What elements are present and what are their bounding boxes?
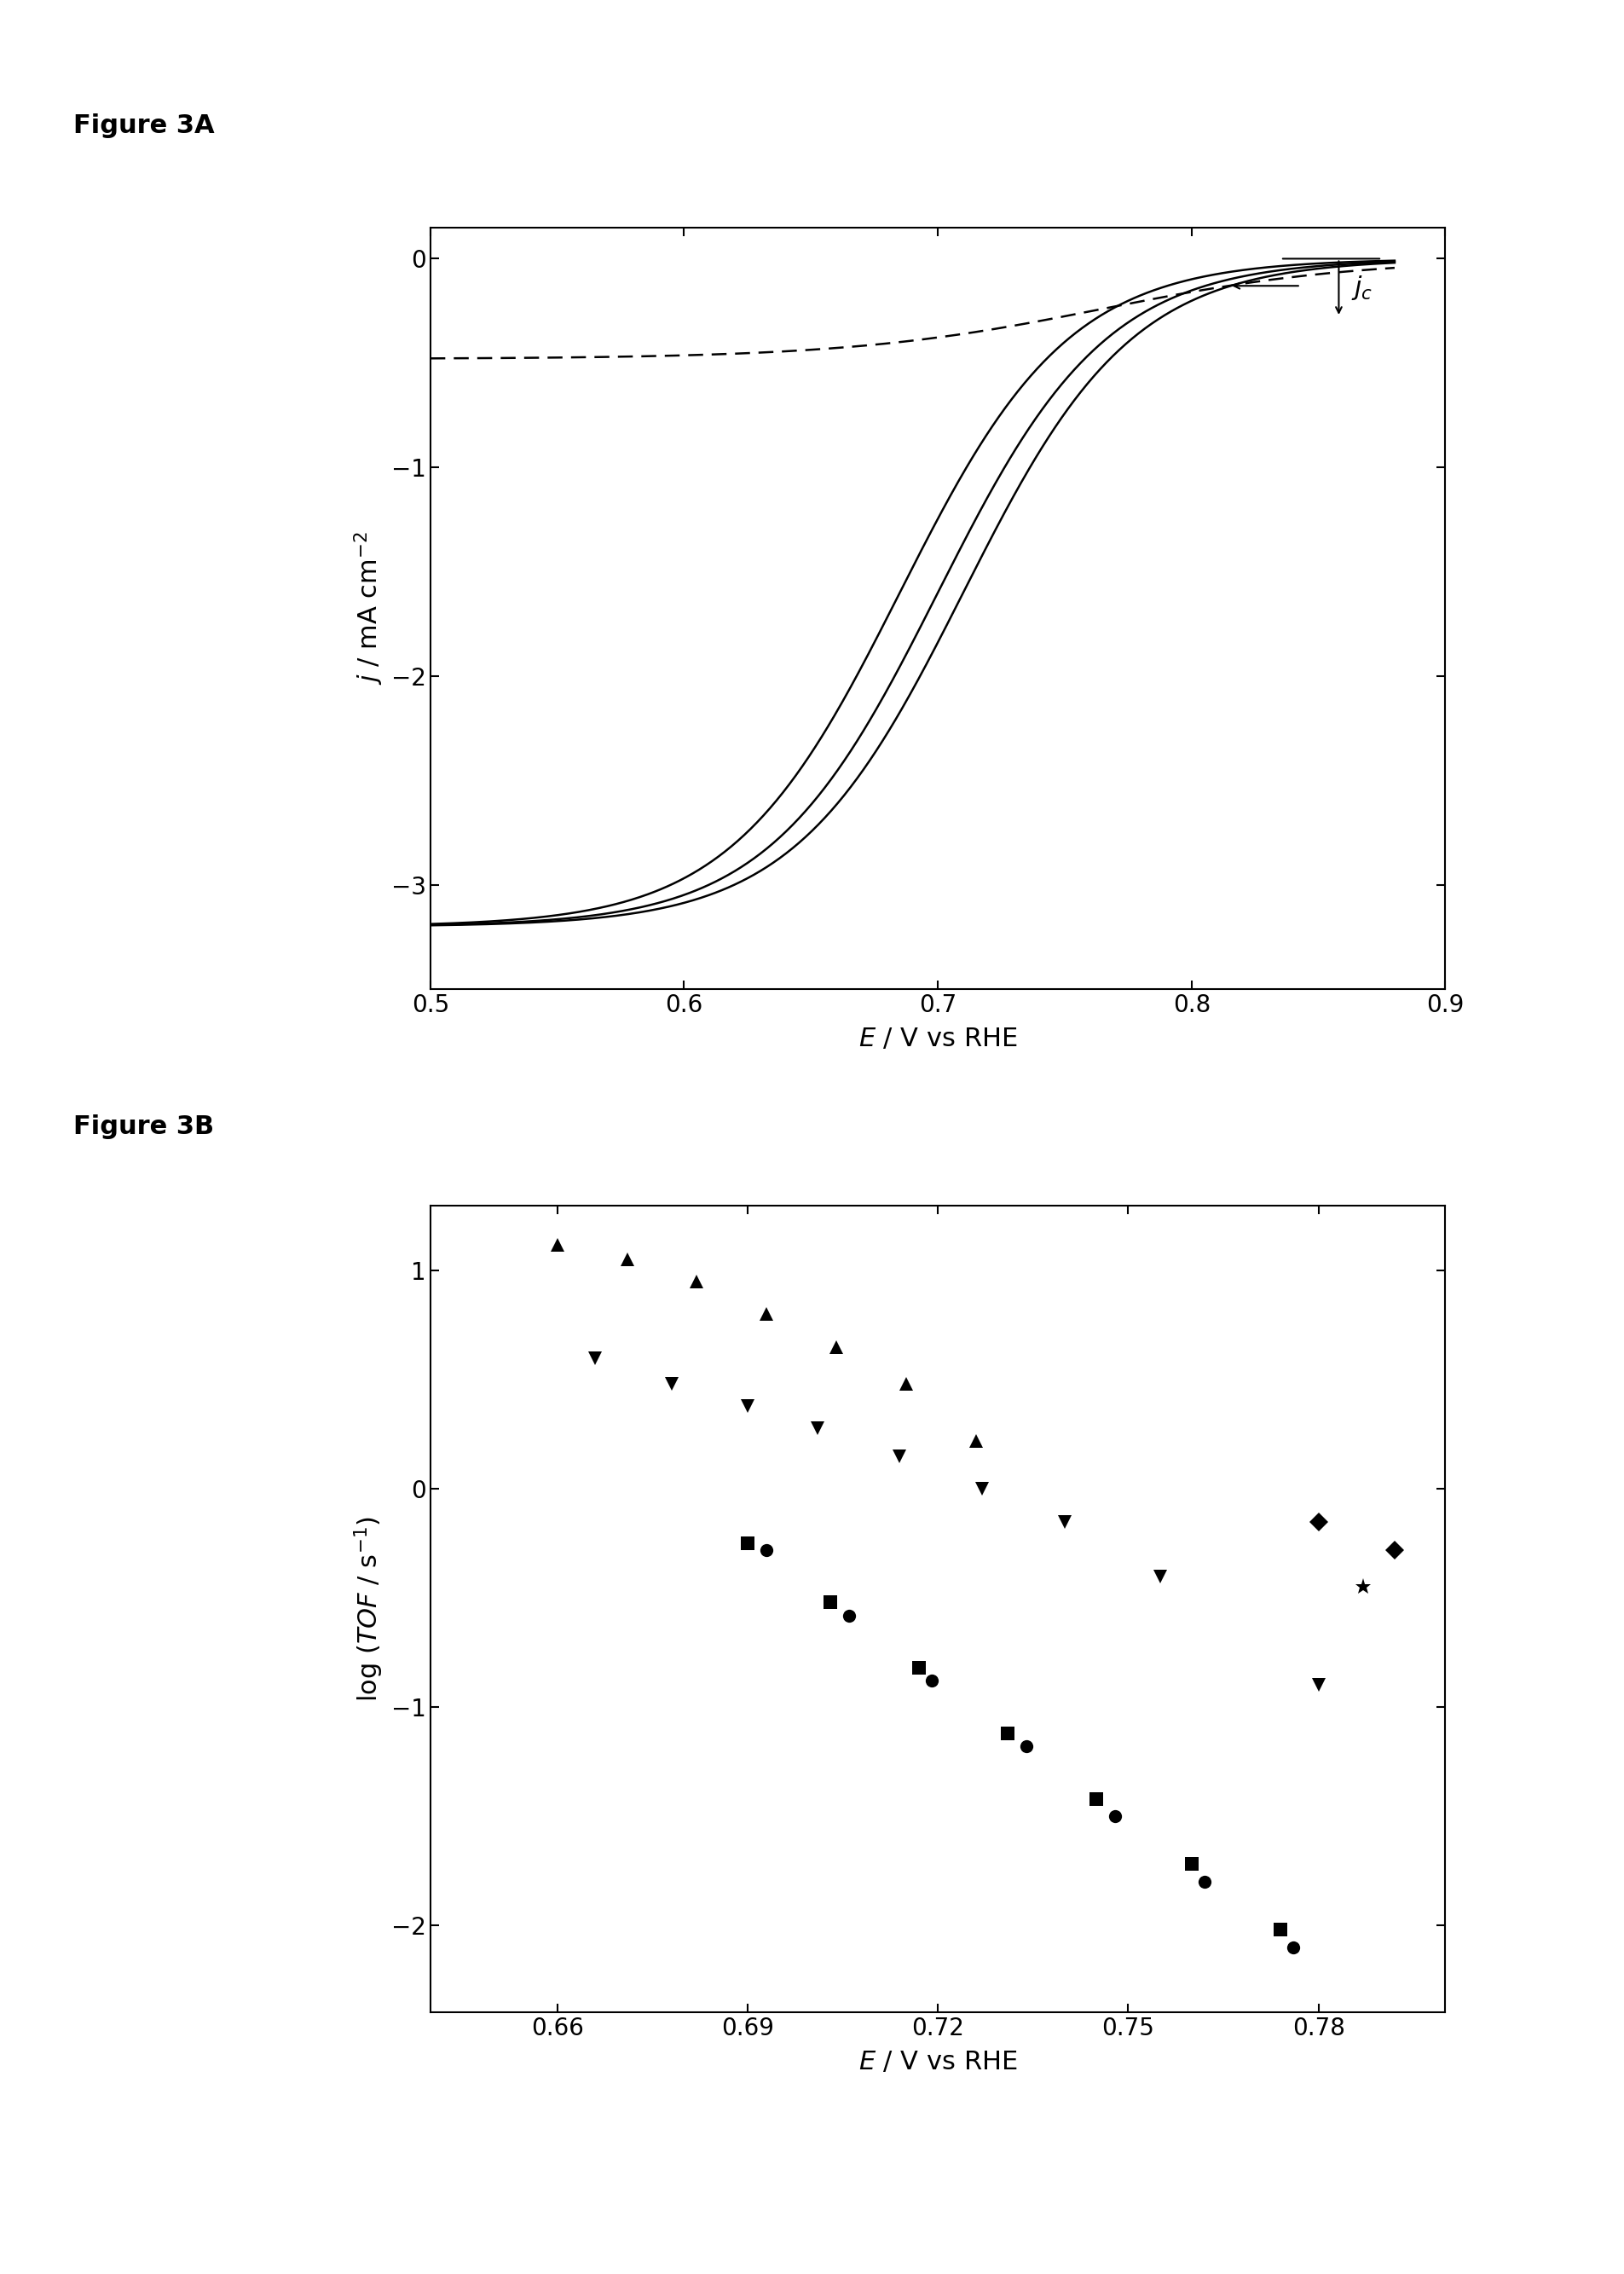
X-axis label: $E$ / V vs RHE: $E$ / V vs RHE xyxy=(859,1026,1017,1051)
Text: Figure 3A: Figure 3A xyxy=(73,114,214,139)
Text: Figure 3B: Figure 3B xyxy=(73,1114,214,1139)
Y-axis label: log ($TOF$ / s$^{-1}$): log ($TOF$ / s$^{-1}$) xyxy=(352,1517,385,1701)
Y-axis label: $j$ / mA cm$^{-2}$: $j$ / mA cm$^{-2}$ xyxy=(352,532,385,684)
X-axis label: $E$ / V vs RHE: $E$ / V vs RHE xyxy=(859,2049,1017,2074)
Text: $j_c$: $j_c$ xyxy=(1351,273,1374,302)
